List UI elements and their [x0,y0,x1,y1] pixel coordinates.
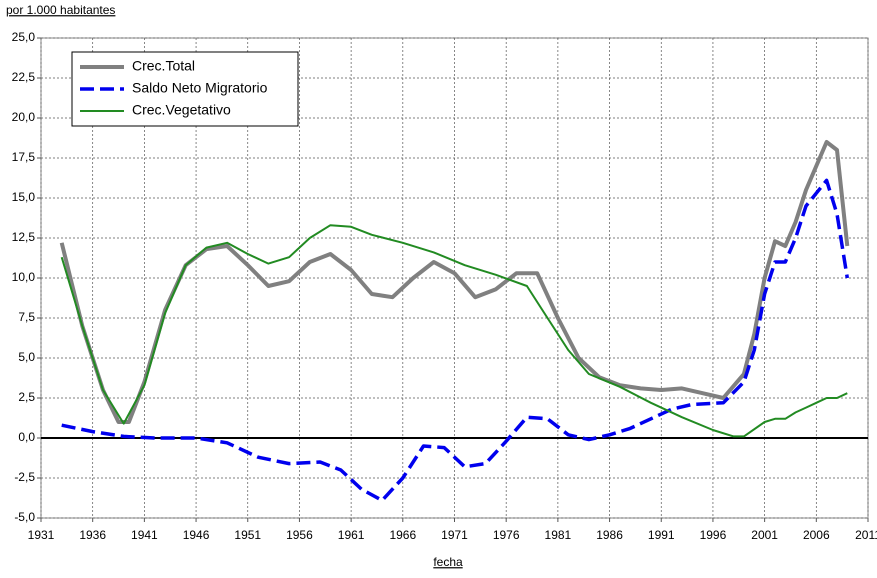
y-tick-label: 2,5 [18,390,35,404]
y-tick-label: 10,0 [12,270,36,284]
series-line [61,178,850,503]
y-axis-title: por 1.000 habitantes [6,3,115,17]
y-tick-label: -2,5 [14,470,35,484]
x-tick-label: 1966 [389,528,416,542]
x-tick-label: 2006 [803,528,830,542]
x-tick-label: 1941 [131,528,158,542]
y-tick-label: 5,0 [18,350,35,364]
x-tick-label: 1986 [596,528,623,542]
y-tick-label: 17,5 [12,150,36,164]
y-tick-label: 22,5 [12,70,36,84]
legend-label: Saldo Neto Migratorio [132,80,268,96]
y-tick-label: 7,5 [18,310,35,324]
y-tick-label: -5,0 [14,510,35,524]
x-axis-title: fecha [433,555,463,569]
x-tick-label: 2001 [751,528,778,542]
y-tick-label: 0,0 [18,430,35,444]
series-line [60,224,848,438]
x-tick-label: 1936 [79,528,106,542]
x-tick-label: 1946 [183,528,210,542]
x-tick-label: 1931 [28,528,55,542]
legend-label: Crec.Total [132,58,195,74]
y-tick-label: 12,5 [12,230,36,244]
x-tick-label: 1971 [441,528,468,542]
x-tick-label: 1961 [338,528,365,542]
x-tick-label: 1956 [286,528,313,542]
x-tick-label: 1951 [234,528,261,542]
x-tick-label: 1981 [545,528,572,542]
y-tick-label: 25,0 [12,30,36,44]
x-tick-label: 2011 [855,528,877,542]
y-tick-label: 15,0 [12,190,36,204]
x-tick-label: 1991 [648,528,675,542]
y-tick-label: 20,0 [12,110,36,124]
x-tick-label: 1996 [700,528,727,542]
x-tick-label: 1976 [493,528,520,542]
legend-label: Crec.Vegetativo [132,102,231,118]
